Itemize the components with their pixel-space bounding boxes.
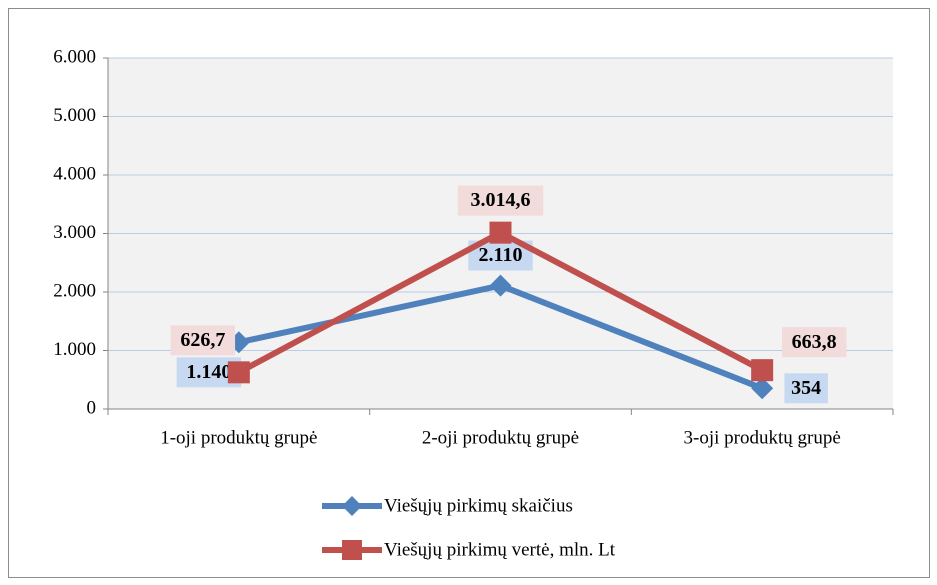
data-point — [489, 274, 512, 297]
x-tick-label: 1-oji produktų grupė — [160, 427, 317, 448]
data-point — [227, 361, 250, 384]
y-tick-label: 6.000 — [53, 46, 96, 67]
data-label: 1.140 — [186, 361, 231, 383]
y-tick-label: 2.000 — [53, 280, 96, 301]
data-point — [489, 221, 512, 244]
data-label: 626,7 — [180, 329, 225, 351]
data-label: 354 — [791, 377, 821, 399]
data-label: 3.014,6 — [471, 189, 531, 211]
x-tick-label: 2-oji produktų grupė — [422, 427, 579, 448]
legend-marker — [342, 540, 362, 560]
data-point — [751, 377, 774, 400]
y-tick-label: 4.000 — [53, 163, 96, 184]
data-label-bg — [784, 373, 828, 404]
y-tick-label: 3.000 — [53, 222, 96, 243]
y-tick-label: 0 — [87, 397, 97, 418]
y-tick-label: 5.000 — [53, 105, 96, 126]
data-label-bg — [170, 325, 236, 356]
data-label: 663,8 — [792, 331, 837, 353]
legend-label: Viešųjų pirkimų vertė, mln. Lt — [384, 539, 616, 560]
data-label-bg — [457, 185, 544, 216]
data-label: 2.110 — [479, 244, 523, 266]
data-point — [751, 359, 774, 382]
y-tick-label: 1.000 — [53, 339, 96, 360]
legend-marker — [342, 496, 362, 516]
x-tick-label: 3-oji produktų grupė — [684, 427, 841, 448]
legend-label: Viešųjų pirkimų skaičius — [384, 495, 573, 516]
data-label-bg — [781, 327, 847, 358]
